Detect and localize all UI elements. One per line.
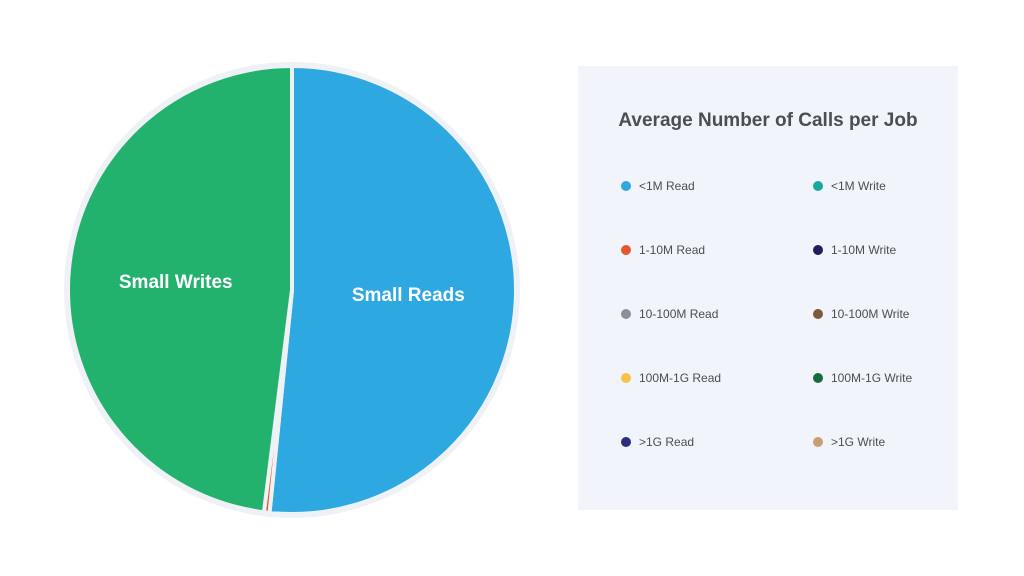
legend-item: >1G Write bbox=[813, 432, 941, 496]
legend-label: 10-100M Read bbox=[639, 307, 719, 321]
legend-label: 1-10M Read bbox=[639, 243, 706, 257]
legend-label: <1M Write bbox=[831, 179, 886, 193]
legend-swatch-icon bbox=[813, 437, 823, 447]
legend-item: >1G Read bbox=[621, 432, 813, 496]
legend-swatch-icon bbox=[813, 245, 823, 255]
legend-item: 100M-1G Read bbox=[621, 368, 813, 432]
legend-item: 1-10M Write bbox=[813, 240, 941, 304]
legend-swatch-icon bbox=[813, 309, 823, 319]
legend-swatch-icon bbox=[621, 437, 631, 447]
legend-item: 10-100M Write bbox=[813, 304, 941, 368]
legend-swatch-icon bbox=[621, 309, 631, 319]
legend-item: <1M Write bbox=[813, 176, 941, 240]
legend-label: 100M-1G Write bbox=[831, 371, 913, 385]
legend-item: 100M-1G Write bbox=[813, 368, 941, 432]
legend-label: <1M Read bbox=[639, 179, 695, 193]
slice-label-2: Small Writes bbox=[118, 271, 233, 293]
pie-chart: Small Reads Small Writes bbox=[60, 58, 524, 522]
legend-label: >1G Write bbox=[831, 435, 886, 449]
legend-swatch-icon bbox=[813, 181, 823, 191]
legend-item: 10-100M Read bbox=[621, 304, 813, 368]
legend: <1M Read <1M Write 1-10M Read 1-10M Write 10… bbox=[621, 176, 941, 496]
legend-label: 100M-1G Read bbox=[639, 371, 722, 385]
chart-title: Average Number of Calls per Job bbox=[618, 110, 918, 131]
legend-panel: Average Number of Calls per Job <1M Read… bbox=[578, 66, 958, 510]
legend-swatch-icon bbox=[813, 373, 823, 383]
legend-item: 1-10M Read bbox=[621, 240, 813, 304]
pie-svg bbox=[64, 62, 520, 518]
legend-label: 1-10M Write bbox=[831, 243, 897, 257]
pie-slice-0 bbox=[267, 64, 518, 516]
legend-label: >1G Read bbox=[639, 435, 695, 449]
legend-item: <1M Read bbox=[621, 176, 813, 240]
pie-slice-2 bbox=[66, 64, 294, 515]
legend-swatch-icon bbox=[621, 181, 631, 191]
legend-swatch-icon bbox=[621, 245, 631, 255]
legend-label: 10-100M Write bbox=[831, 307, 910, 321]
legend-swatch-icon bbox=[621, 373, 631, 383]
slice-label-0: Small Reads bbox=[351, 284, 465, 306]
